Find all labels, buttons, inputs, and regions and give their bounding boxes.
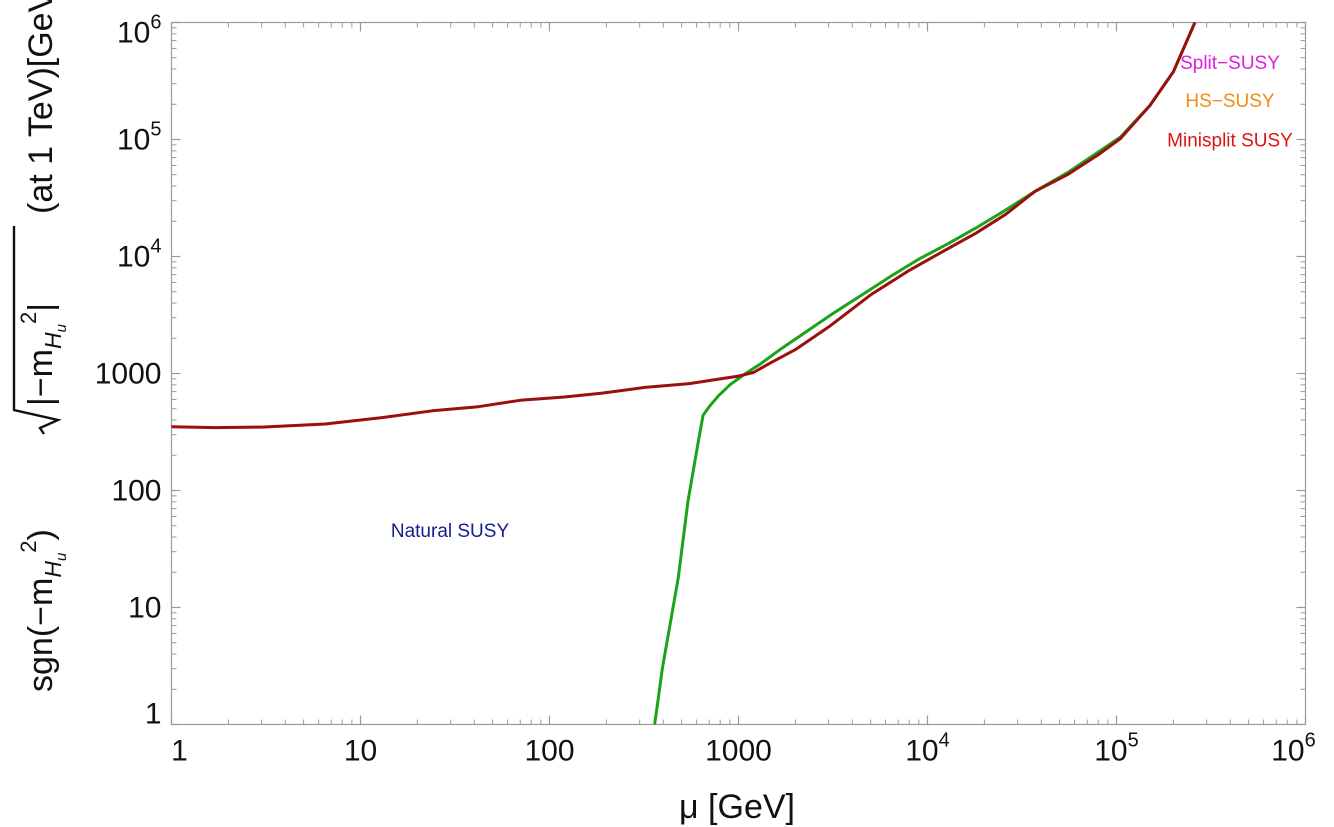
y-label-inside-close: |: [22, 303, 60, 312]
y-tick-label: 104: [117, 236, 162, 274]
y-tick-label: 100: [111, 475, 161, 508]
series-line-1: [171, 21, 1197, 430]
major-ticks: [170, 21, 1307, 726]
y-tick-labels: 1 10 100 1000 104 105 106: [95, 12, 162, 731]
annotation-label: HS−SUSY: [1185, 91, 1275, 112]
y-label-inside-sq: 2: [16, 312, 41, 324]
x-tick-label: 104: [905, 730, 950, 768]
y-label-suffix: (at 1 TeV)[GeV]: [22, 0, 60, 214]
svg-text:|−mHu2|: |−mHu 2|: [16, 303, 70, 406]
x-tick-label: 105: [1094, 730, 1139, 768]
x-tick-label: 100: [524, 735, 574, 768]
y-label-close: ): [22, 529, 60, 540]
annotation-layer: Natural SUSY Split−SUSY HS−SUSY Minisplit S…: [391, 53, 1293, 542]
x-tick-label: 106: [1271, 730, 1316, 768]
y-label-sq: 2: [16, 540, 41, 552]
y-label-inside-sub: H: [40, 332, 66, 349]
y-tick-label: 1: [145, 698, 162, 731]
y-label-inside: |−m: [22, 349, 60, 406]
svg-text:sgn(−mHu2): sgn(−mHu 2): [16, 529, 70, 692]
y-tick-label: 1000: [95, 358, 162, 391]
y-tick-label: 105: [117, 119, 162, 157]
sqrt-sign: [12, 226, 62, 435]
y-label-subsub: u: [53, 552, 70, 561]
x-tick-label: 10: [344, 735, 377, 768]
series-layer: [171, 21, 1197, 725]
series-line-0: [653, 21, 1197, 725]
y-tick-label: 10: [128, 592, 161, 625]
y-tick-label: 106: [117, 12, 162, 50]
x-tick-labels: 1 10 100 1000 104 105 106: [171, 730, 1316, 768]
annotation-label: Natural SUSY: [391, 521, 510, 542]
annotation-label: Split−SUSY: [1180, 53, 1280, 74]
x-tick-label: 1000: [705, 735, 772, 768]
x-axis-label: μ [GeV]: [679, 788, 795, 826]
plot-frame: [170, 21, 1307, 726]
x-tick-label: 1: [171, 735, 188, 768]
y-axis-label: sgn(−mHu2) |−mHu2| (at 1 TeV)[GeV]: [12, 0, 70, 692]
y-label-sub: H: [40, 561, 66, 578]
annotation-label: Minisplit SUSY: [1167, 131, 1293, 152]
y-label-inside-subsub: u: [53, 323, 70, 332]
y-label-prefix: sgn(−m: [22, 578, 60, 692]
minor-ticks: [171, 22, 1306, 725]
